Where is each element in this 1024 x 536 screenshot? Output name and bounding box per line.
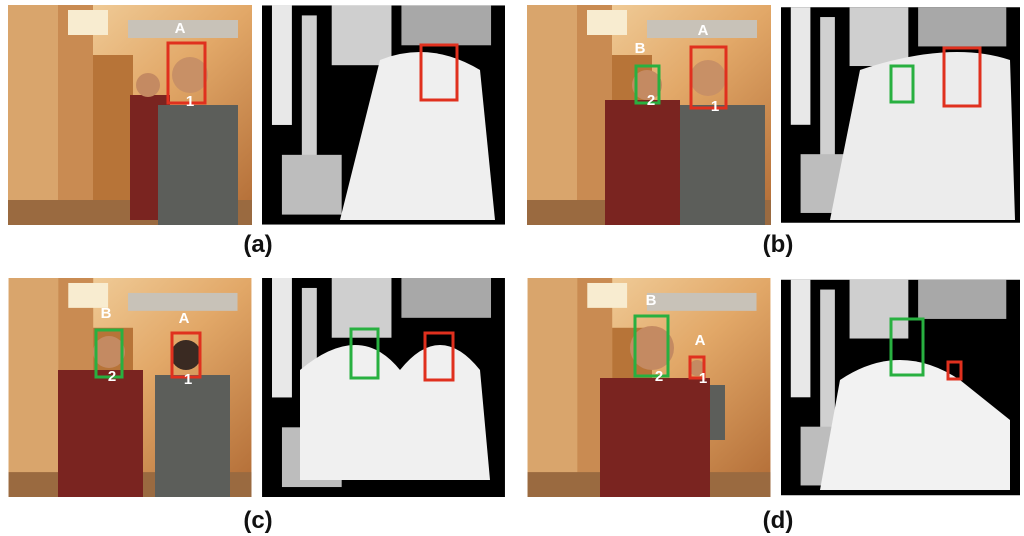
track-id: 1 [711, 98, 719, 115]
person-label: B [646, 292, 657, 309]
track-id: 1 [699, 370, 707, 387]
person-label: B [635, 40, 646, 57]
person-label: A [695, 332, 706, 349]
person-label: A [179, 310, 190, 327]
track-id: 1 [186, 93, 194, 110]
caption: (a) [243, 231, 272, 258]
depth-body [300, 345, 490, 480]
person-label: B [101, 305, 112, 322]
person-label: A [175, 20, 186, 37]
track-id: 1 [184, 371, 192, 388]
caption: (d) [763, 507, 794, 534]
person-label: A [698, 22, 709, 39]
caption: (b) [763, 231, 794, 258]
track-id: 2 [108, 368, 116, 385]
track-id: 2 [655, 368, 663, 385]
figure: A 1 (a) B 2 A 1 (b) B 2 A 1 (c) B 2 A 1 [0, 0, 1024, 536]
caption: (c) [243, 507, 272, 534]
track-id: 2 [647, 92, 655, 109]
